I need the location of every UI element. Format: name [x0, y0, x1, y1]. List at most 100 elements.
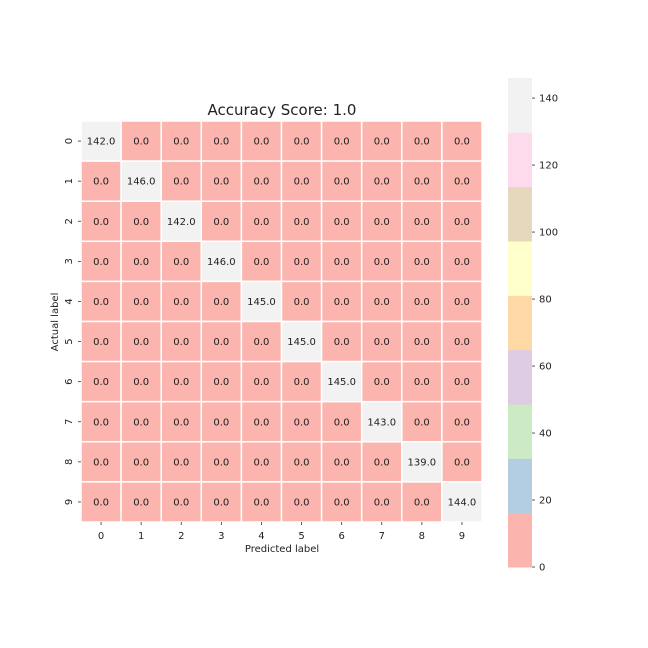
heatmap-cell [360, 481, 403, 523]
colorbar-band [508, 78, 532, 133]
heatmap-cell [360, 441, 403, 483]
cell-value-label: 0.0 [253, 177, 269, 188]
cell-value-label: 145.0 [287, 337, 316, 348]
cell-value-label: 0.0 [374, 257, 390, 268]
heatmap-cell [320, 240, 363, 283]
cell-value-label: 0.0 [414, 257, 430, 268]
cell-value-label: 0.0 [213, 137, 229, 148]
cell-value-label: 0.0 [414, 297, 430, 308]
cell-value-label: 0.0 [454, 377, 470, 388]
cell-value-label: 0.0 [93, 217, 109, 228]
colorbar-tick-label: 40 [539, 429, 552, 440]
cell-value-label: 0.0 [253, 337, 269, 348]
heatmap-cell [120, 441, 162, 483]
heatmap-cell [280, 240, 323, 283]
heatmap-cell [320, 400, 363, 443]
heatmap-cell [120, 200, 162, 243]
x-tick-label: 0 [98, 531, 104, 542]
cell-value-label: 0.0 [454, 337, 470, 348]
cell-value-label: 0.0 [294, 297, 310, 308]
colorbar-band [508, 241, 532, 296]
cell-value-label: 0.0 [213, 417, 229, 428]
cell-value-label: 0.0 [454, 257, 470, 268]
heatmap-cell [280, 320, 323, 363]
heatmap-cell [280, 160, 323, 202]
cell-value-label: 0.0 [133, 297, 149, 308]
heatmap-cell [401, 360, 443, 403]
heatmap-cell [441, 280, 483, 323]
cell-value-label: 0.0 [173, 497, 189, 508]
cell-value-label: 0.0 [414, 417, 430, 428]
cell-value-label: 0.0 [334, 257, 350, 268]
cell-value-label: 0.0 [374, 297, 390, 308]
colorbar-tick-label: 60 [539, 362, 552, 373]
heatmap-cell [441, 160, 483, 202]
y-axis-ticks: 0 1 2 3 4 5 6 7 8 9 [64, 138, 81, 505]
cell-value-label: 0.0 [133, 217, 149, 228]
cell-value-label: 0.0 [294, 457, 310, 468]
heatmap-cell [280, 280, 323, 323]
cell-value-label: 0.0 [294, 377, 310, 388]
heatmap-cell [320, 441, 363, 483]
cell-value-label: 0.0 [334, 337, 350, 348]
cell-value-label: 0.0 [253, 137, 269, 148]
cell-value-label: 0.0 [334, 217, 350, 228]
colorbar-band [508, 458, 532, 514]
y-tick-label: 8 [64, 459, 75, 465]
cell-value-label: 0.0 [213, 297, 229, 308]
cell-value-label: 145.0 [247, 297, 276, 308]
y-tick-label: 4 [64, 298, 75, 304]
heatmap-cell [280, 481, 323, 523]
x-axis-label: Predicted label [245, 544, 319, 555]
y-tick-label: 5 [64, 338, 75, 344]
cell-value-label: 0.0 [294, 417, 310, 428]
y-tick-label: 9 [64, 499, 75, 505]
cell-value-label: 0.0 [213, 337, 229, 348]
heatmap-cell [360, 120, 403, 162]
cell-value-label: 0.0 [173, 377, 189, 388]
cell-value-label: 0.0 [334, 297, 350, 308]
cell-value-label: 0.0 [294, 177, 310, 188]
colorbar-tick-label: 0 [539, 563, 545, 574]
colorbar-tick-label: 80 [539, 295, 552, 306]
colorbar-tick-label: 120 [539, 161, 558, 172]
cell-value-label: 0.0 [93, 497, 109, 508]
cell-value-label: 142.0 [87, 137, 116, 148]
cell-value-label: 0.0 [213, 377, 229, 388]
heatmap-cell [160, 200, 203, 243]
cell-value-label: 0.0 [213, 217, 229, 228]
y-axis-label: Actual label [50, 293, 61, 352]
cell-value-label: 0.0 [374, 177, 390, 188]
x-tick-label: 5 [298, 531, 304, 542]
heatmap-cell [80, 240, 122, 283]
x-tick-label: 8 [419, 531, 425, 542]
cell-value-label: 0.0 [93, 417, 109, 428]
cell-value-label: 0.0 [133, 497, 149, 508]
cell-value-label: 0.0 [374, 457, 390, 468]
heatmap-cell [441, 120, 483, 162]
colorbar-tick-label: 140 [539, 94, 558, 105]
colorbar-tick-label: 20 [539, 496, 552, 507]
heatmap-cell [200, 360, 243, 403]
cell-value-label: 0.0 [454, 417, 470, 428]
heatmap-cell [401, 320, 443, 363]
cell-value-label: 0.0 [414, 337, 430, 348]
cell-value-label: 0.0 [173, 457, 189, 468]
heatmap-cell [80, 360, 122, 403]
x-tick-label: 7 [379, 531, 385, 542]
cell-value-label: 0.0 [374, 377, 390, 388]
heatmap-cell [360, 280, 403, 323]
cell-value-label: 0.0 [454, 137, 470, 148]
cell-value-label: 0.0 [133, 417, 149, 428]
cell-value-label: 0.0 [414, 217, 430, 228]
heatmap-cell [401, 200, 443, 243]
cell-value-label: 0.0 [414, 137, 430, 148]
cell-value-label: 0.0 [213, 497, 229, 508]
cell-value-label: 0.0 [253, 497, 269, 508]
cell-value-label: 0.0 [374, 497, 390, 508]
cell-value-label: 0.0 [93, 257, 109, 268]
cell-value-label: 143.0 [367, 417, 396, 428]
cell-value-label: 144.0 [448, 497, 477, 508]
cell-value-label: 139.0 [408, 457, 437, 468]
